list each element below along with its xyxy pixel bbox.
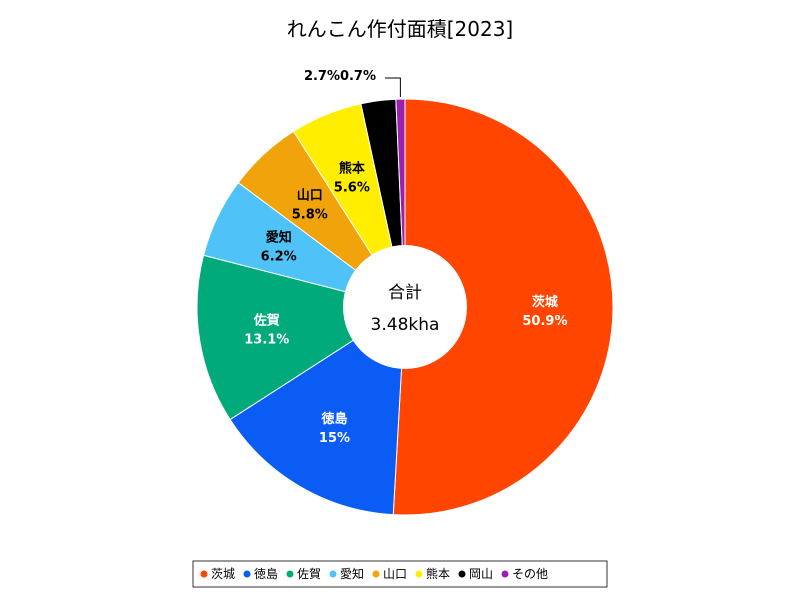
legend: 茨城 徳島 佐賀 愛知 山口 熊本 岡山 その他 (192, 560, 608, 588)
slice-4-value-label: 5.8% (292, 207, 328, 222)
center-total: 3.48kha (371, 315, 440, 335)
slice-7-value-label: 0.7% (340, 69, 376, 84)
slice-1-value-label: 15% (319, 431, 350, 446)
slice-0-value-label: 50.9% (522, 314, 567, 329)
legend-marker-0 (200, 570, 208, 578)
slice-3-name-label: 愛知 (266, 230, 292, 246)
slice-0-name-label: 茨城 (532, 294, 558, 310)
legend-marker-3 (329, 570, 337, 578)
legend-box (192, 560, 608, 588)
slice-5-value-label: 5.6% (334, 180, 370, 195)
slice-6-value-label: 2.7% (304, 69, 340, 84)
slice-2-name-label: 佐賀 (253, 312, 280, 328)
legend-label-0: 茨城 (211, 567, 235, 581)
slice-5-name-label: 熊本 (339, 160, 365, 176)
slice-0 (392, 98, 614, 516)
legend-marker-4 (372, 570, 380, 578)
legend-label-4: 山口 (383, 567, 407, 581)
legend-label-3: 愛知 (340, 567, 364, 581)
legend-label-6: 岡山 (469, 567, 493, 581)
legend-label-5: 熊本 (426, 566, 450, 581)
center-label: 合計 (388, 283, 422, 303)
slice-labels: 茨城 50.9% 徳島 15% 佐賀 13.1% 愛知 6.2% 山口 5.8% 熊本 5.6% 2.7… (244, 69, 567, 446)
donut-hole (343, 245, 467, 369)
slice-3-value-label: 6.2% (261, 250, 297, 265)
chart-title: れんこん作付面積[2023] (287, 17, 514, 41)
legend-marker-1 (243, 570, 251, 578)
legend-marker-5 (415, 570, 423, 578)
legend-marker-6 (458, 570, 466, 578)
slice-4-name-label: 山口 (297, 187, 323, 203)
legend-marker-7 (501, 570, 509, 578)
slice-2-value-label: 13.1% (244, 332, 289, 347)
legend-label-2: 佐賀 (297, 567, 321, 581)
slice-1 (229, 306, 406, 516)
slice-1-name-label: 徳島 (320, 411, 347, 427)
legend-marker-2 (286, 570, 294, 578)
slice-7-leader-line (385, 77, 401, 98)
legend-label-1: 徳島 (254, 566, 278, 581)
legend-label-7: その他 (512, 567, 548, 581)
